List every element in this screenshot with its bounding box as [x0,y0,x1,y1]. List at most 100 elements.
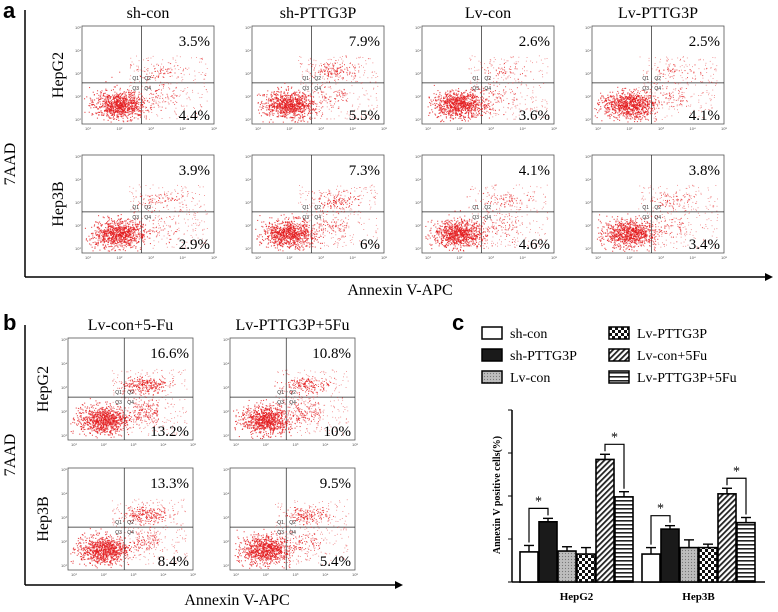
x-tick-label: 10⁴ [180,255,186,260]
y-tick-label: 10⁴ [75,48,81,53]
panel-a-ylabel: 7AAD [2,143,19,186]
upper-right-percent: 13.3% [150,476,189,492]
cell-events [596,184,719,252]
panel-b-ylabel: 7AAD [2,434,19,477]
x-tick-label: 10⁴ [690,126,696,131]
quadrant-label: Q2 [484,205,491,211]
x-tick-label: 10³ [148,255,154,260]
y-tick-label: 10² [585,94,591,99]
quadrant-label: Q3 [277,530,284,536]
quadrant-label: Q4 [289,530,296,536]
x-tick-label: 10⁵ [381,255,387,260]
quadrant-label: Q1 [642,76,649,82]
legend-swatch [608,348,630,362]
quadrant-label: Q3 [277,400,284,406]
y-tick-label: 10² [585,223,591,228]
y-tick-label: 10⁴ [223,361,229,366]
quadrant-label: Q4 [127,530,134,536]
y-tick-label: 10⁵ [415,154,421,159]
column-label: Lv-con+5-Fu [88,317,173,334]
cell-events [84,55,208,123]
y-tick-label: 10⁵ [223,337,229,342]
x-tick-label: 10⁵ [190,442,196,447]
x-tick-label: 10² [627,255,633,260]
quadrant-label: Q1 [277,520,284,526]
x-tick-label: 10⁵ [551,126,557,131]
y-tick-label: 10² [61,409,67,414]
y-tick-label: 10⁵ [585,154,591,159]
y-tick-label: 10⁴ [75,177,81,182]
lower-right-percent: 5.5% [349,108,380,124]
flow-plot-frame [81,25,215,125]
x-tick-label: 10³ [148,126,154,131]
y-tick-label: 10³ [245,71,251,76]
row-label: HepG2 [35,366,52,412]
flow-plot: Q1 Q2 Q3 Q4 10¹ 10¹ 10² 10² 10³ 10³ 10⁴ 10⁴ 10⁵ 10⁵ 2.… [585,25,727,131]
x-tick-label: 10¹ [71,442,77,447]
lower-right-percent: 3.6% [519,108,550,124]
x-tick-label: 10¹ [71,572,77,577]
bar [736,521,756,583]
x-tick-label: 10² [263,572,269,577]
row-label: Hep3B [35,496,52,541]
y-tick-label: 10² [61,539,67,544]
x-tick-label: 10⁴ [322,442,328,447]
flow-plot: Q1 Q2 Q3 Q4 10¹ 10¹ 10² 10² 10³ 10³ 10⁴ 10⁴ 10⁵ 10⁵ 2.… [415,25,557,131]
quadrant-label: Q4 [144,215,151,221]
y-tick-label: 10³ [223,385,229,390]
x-tick-label: 10¹ [425,255,431,260]
lower-right-percent: 4.4% [179,108,210,124]
lower-right-percent: 2.9% [179,237,210,253]
cell-events [594,56,718,123]
y-tick-label: 10⁵ [61,337,67,342]
y-tick-label: 10⁴ [415,177,421,182]
y-tick-label: 10⁴ [61,361,67,366]
y-tick-label: 10³ [61,385,67,390]
quadrant-label: Q1 [472,76,479,82]
x-tick-label: 10² [101,442,107,447]
quadrant-label: Q4 [314,86,321,92]
x-tick-label: 10⁵ [211,255,217,260]
y-tick-label: 10³ [245,200,251,205]
quadrant-label: Q2 [314,76,321,82]
significance-star: * [611,430,618,445]
quadrant-label: Q4 [127,400,134,406]
lower-right-percent: 3.4% [689,237,720,253]
x-tick-label: 10⁵ [721,126,727,131]
bar [698,546,718,583]
quadrant-label: Q3 [302,86,309,92]
y-tick-label: 10² [223,409,229,414]
y-tick-label: 10² [245,223,251,228]
bar-ylabel: Annexin V positive cells(%) [492,436,503,554]
panel-b-x-arrow-icon [395,581,403,589]
x-tick-label: 10³ [131,572,137,577]
significance-bracket: * [726,464,747,515]
lower-right-percent: 13.2% [150,424,189,440]
quadrant-label: Q4 [314,215,321,221]
bar [519,551,539,583]
quadrant-label: Q1 [132,76,139,82]
legend-swatch [608,326,630,340]
bar [717,493,737,583]
lower-right-percent: 4.1% [689,108,720,124]
legend-item: Lv-PTTG3P [608,326,707,342]
flow-plot: Q1 Q2 Q3 Q4 10¹ 10¹ 10² 10² 10³ 10³ 10⁴ 10⁴ 10⁵ 10⁵ 7.… [245,25,387,131]
quadrant-label: Q4 [654,86,661,92]
quadrant-label: Q2 [127,520,134,526]
quadrant-label: Q1 [132,205,139,211]
cell-events [233,369,350,440]
upper-right-percent: 2.5% [689,34,720,50]
y-tick-label: 10⁵ [75,154,81,159]
flow-plot: Q1 Q2 Q3 Q4 10¹ 10¹ 10² 10² 10³ 10³ 10⁴ 10⁴ 10⁵ 10⁵ 16… [61,337,196,447]
y-tick-label: 10¹ [415,246,421,251]
lower-right-percent: 5.4% [320,554,351,570]
y-tick-label: 10³ [585,71,591,76]
bar [557,550,577,583]
significance-star: * [733,464,740,479]
y-tick-label: 10¹ [223,563,229,568]
y-tick-label: 10¹ [585,246,591,251]
quadrant-label: Q1 [302,205,309,211]
panel-a-x-arrow-icon [765,273,773,281]
y-tick-label: 10³ [223,515,229,520]
